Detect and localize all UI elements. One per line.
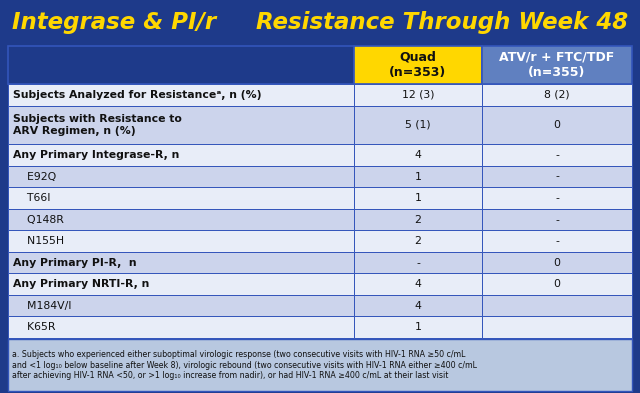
- Text: 5 (1): 5 (1): [405, 120, 431, 130]
- Bar: [354, 274, 482, 295]
- Bar: [8, 339, 632, 391]
- Bar: [8, 144, 354, 166]
- Text: Integrase & PI/r: Integrase & PI/r: [12, 11, 216, 33]
- Text: 1: 1: [415, 322, 421, 332]
- Text: -: -: [555, 172, 559, 182]
- Bar: [8, 187, 354, 209]
- Text: 12 (3): 12 (3): [402, 90, 435, 100]
- Text: Subjects with Resistance to
ARV Regimen, n (%): Subjects with Resistance to ARV Regimen,…: [13, 114, 182, 136]
- Text: 0: 0: [554, 279, 561, 289]
- Bar: [482, 209, 632, 230]
- Text: -: -: [555, 236, 559, 246]
- Text: Any Primary PI-R,  n: Any Primary PI-R, n: [13, 258, 136, 268]
- Text: T66I: T66I: [13, 193, 51, 203]
- Bar: [482, 106, 632, 144]
- Bar: [482, 316, 632, 338]
- Text: Resistance Through Week 48: Resistance Through Week 48: [240, 11, 628, 33]
- Text: E92Q: E92Q: [13, 172, 56, 182]
- Bar: [8, 209, 354, 230]
- Text: N155H: N155H: [13, 236, 64, 246]
- Text: 2: 2: [415, 215, 421, 225]
- Text: ATV/r + FTC/TDF
(n=355): ATV/r + FTC/TDF (n=355): [499, 51, 614, 79]
- Bar: [8, 106, 354, 144]
- Bar: [354, 46, 482, 84]
- Bar: [354, 187, 482, 209]
- Bar: [482, 295, 632, 316]
- Text: Quad
(n=353): Quad (n=353): [389, 51, 447, 79]
- Bar: [482, 274, 632, 295]
- Text: -: -: [555, 150, 559, 160]
- Bar: [482, 84, 632, 106]
- Text: M184V/I: M184V/I: [13, 301, 72, 311]
- Text: -: -: [555, 215, 559, 225]
- Bar: [354, 209, 482, 230]
- Text: a. Subjects who experienced either suboptimal virologic response (two consecutiv: a. Subjects who experienced either subop…: [12, 350, 477, 380]
- Bar: [8, 166, 354, 187]
- Bar: [354, 316, 482, 338]
- Bar: [8, 46, 354, 84]
- Bar: [354, 252, 482, 274]
- Text: 0: 0: [554, 258, 561, 268]
- Bar: [8, 274, 354, 295]
- Text: 4: 4: [415, 279, 421, 289]
- Bar: [354, 166, 482, 187]
- Bar: [482, 230, 632, 252]
- Text: 4: 4: [415, 301, 421, 311]
- Text: Q148R: Q148R: [13, 215, 64, 225]
- Bar: [482, 46, 632, 84]
- Bar: [8, 295, 354, 316]
- Bar: [482, 252, 632, 274]
- Text: -: -: [416, 258, 420, 268]
- Bar: [354, 106, 482, 144]
- Text: 4: 4: [415, 150, 421, 160]
- Bar: [482, 166, 632, 187]
- Text: Any Primary NRTI-R, n: Any Primary NRTI-R, n: [13, 279, 149, 289]
- Bar: [354, 295, 482, 316]
- Text: -: -: [555, 193, 559, 203]
- Bar: [482, 187, 632, 209]
- Text: Any Primary Integrase-R, n: Any Primary Integrase-R, n: [13, 150, 179, 160]
- Text: 1: 1: [415, 193, 421, 203]
- Text: K65R: K65R: [13, 322, 56, 332]
- Bar: [482, 144, 632, 166]
- Text: Subjects Analyzed for Resistanceᵃ, n (%): Subjects Analyzed for Resistanceᵃ, n (%): [13, 90, 262, 100]
- Text: 8 (2): 8 (2): [544, 90, 570, 100]
- Bar: [354, 230, 482, 252]
- Text: 2: 2: [415, 236, 421, 246]
- Bar: [8, 84, 354, 106]
- Bar: [8, 230, 354, 252]
- Bar: [354, 144, 482, 166]
- Text: 1: 1: [415, 172, 421, 182]
- Bar: [8, 252, 354, 274]
- Bar: [8, 316, 354, 338]
- Bar: [354, 84, 482, 106]
- Text: 0: 0: [554, 120, 561, 130]
